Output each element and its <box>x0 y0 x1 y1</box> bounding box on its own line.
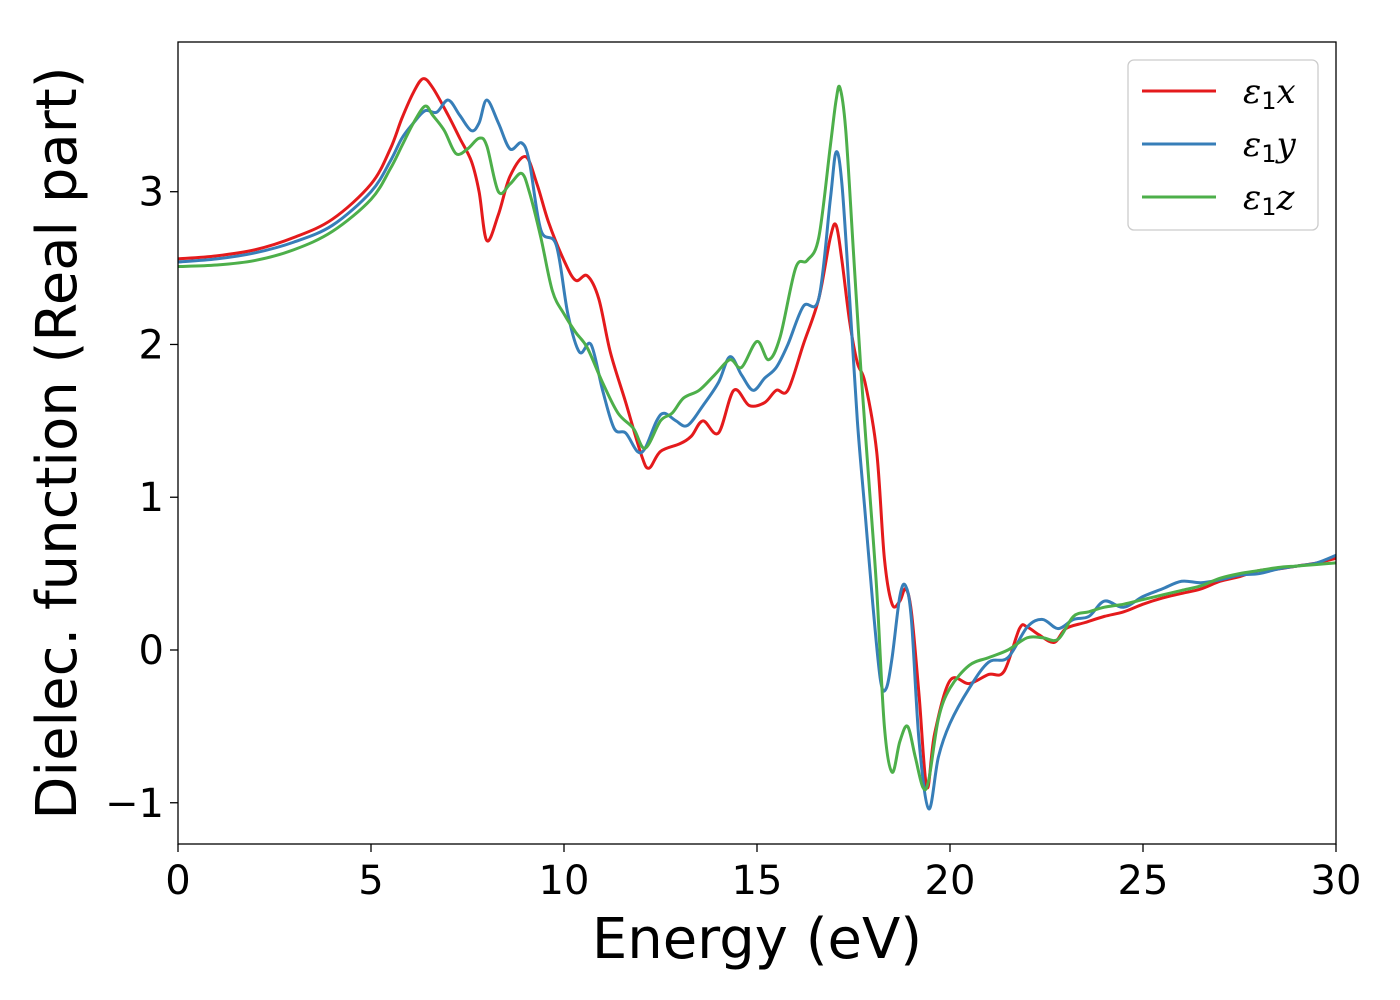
x-tick-label: 25 <box>1118 858 1169 904</box>
y-tick-label: 1 <box>139 475 164 521</box>
x-tick-label: 20 <box>925 858 976 904</box>
y-tick-label: 3 <box>139 170 164 216</box>
x-tick-label: 15 <box>732 858 783 904</box>
x-axis-label: Energy (eV) <box>592 907 922 972</box>
series-line-y <box>178 98 1336 811</box>
series-line-z <box>178 84 1336 792</box>
legend-label-y: ε1y <box>1243 125 1297 168</box>
x-tick-label: 30 <box>1311 858 1362 904</box>
legend-box <box>1127 59 1319 231</box>
series-line-x <box>178 77 1336 790</box>
x-tick-label: 5 <box>358 858 383 904</box>
series-layer <box>178 77 1336 811</box>
y-axis-label: Dielec. function (Real part) <box>25 66 90 819</box>
legend-label-z: ε1z <box>1243 178 1296 221</box>
y-tick-label: 2 <box>139 322 164 368</box>
y-tick-label: −1 <box>105 781 164 827</box>
x-tick-label: 0 <box>165 858 190 904</box>
legend-label-x: ε1x <box>1243 72 1296 115</box>
x-tick-label: 10 <box>539 858 590 904</box>
legend: ε1x ε1y ε1z <box>1127 59 1319 231</box>
y-tick-label: 0 <box>139 628 164 674</box>
